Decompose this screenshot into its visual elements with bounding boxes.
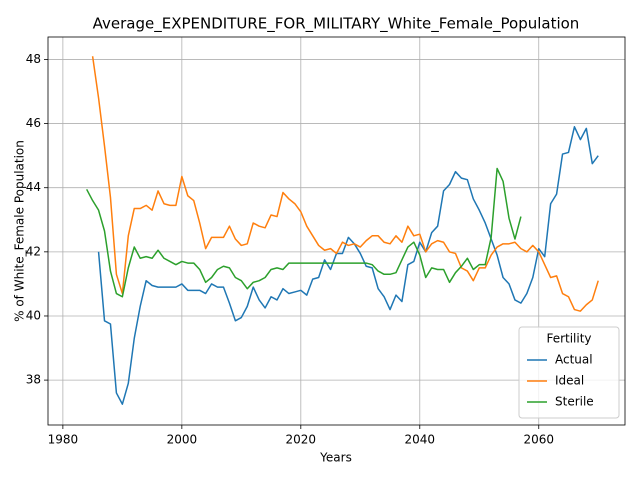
x-tick-label: 2000 [167,433,198,447]
x-axis-label: Years [319,451,352,465]
series-line [85,167,522,298]
series-line [91,56,599,312]
legend-box [518,326,620,419]
y-tick-label: 48 [26,52,41,66]
x-tick-label: 2020 [286,433,317,447]
legend-label: Actual [555,353,593,367]
y-tick-label: 44 [26,180,41,194]
y-tick-label: 40 [26,308,41,322]
x-tick-label: 2060 [523,433,554,447]
legend-label: Sterile [555,395,594,409]
legend-label: Ideal [555,374,584,388]
y-tick-label: 46 [26,116,41,130]
grid-layer [48,37,625,425]
legend-title: Fertility [546,332,591,346]
x-tick-label: 1980 [48,433,79,447]
y-tick-label: 38 [26,373,41,387]
chart-title: Average_EXPENDITURE_FOR_MILITARY_White_F… [93,15,580,34]
y-tick-label: 42 [26,244,41,258]
series-line [97,126,599,405]
y-axis-label: % of White_Female Population [13,140,27,322]
plot-frame [47,36,626,426]
legend: Fertility Actual Ideal Sterile [518,326,620,419]
x-tick-label: 2040 [405,433,436,447]
lines-layer [85,56,599,405]
